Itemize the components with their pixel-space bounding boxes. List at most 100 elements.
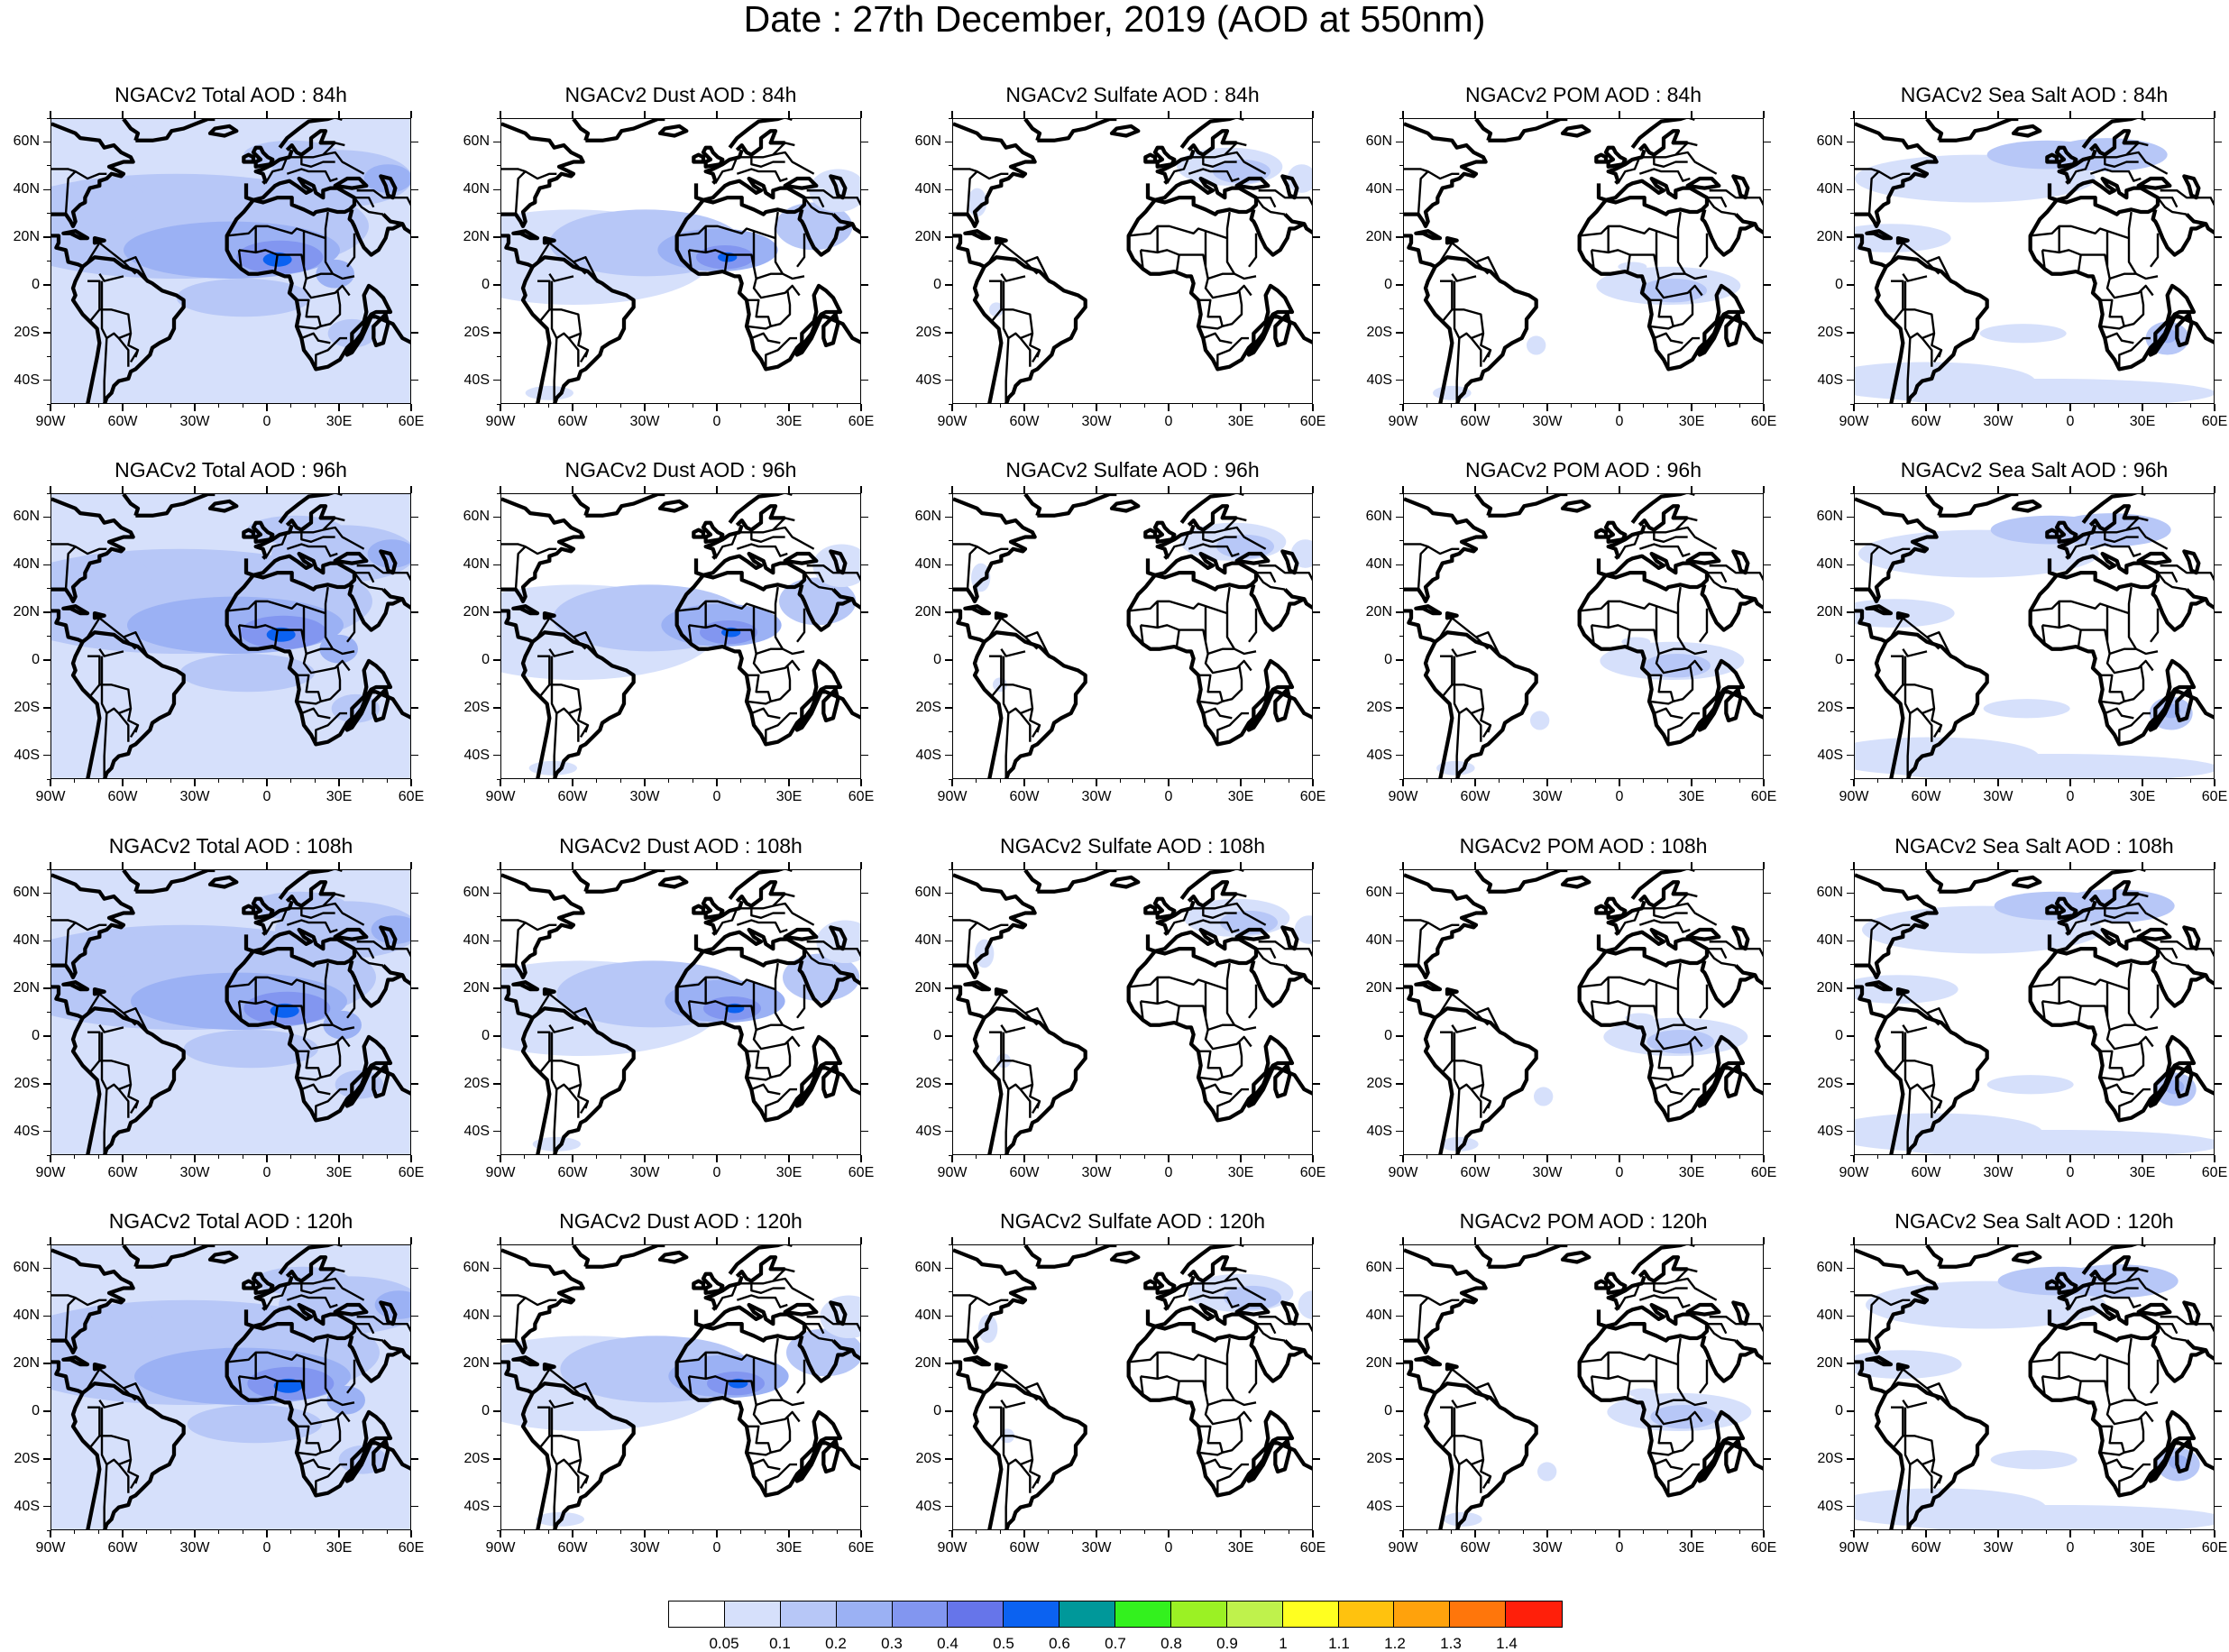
x-tick <box>1546 1155 1548 1162</box>
aod-contour <box>1885 1129 2214 1154</box>
x-tick <box>1619 404 1620 411</box>
x-minor-tick <box>1071 404 1073 408</box>
colorbar-label: 1.4 <box>1496 1635 1518 1652</box>
x-minor-tick <box>386 404 388 408</box>
x-minor-tick <box>1120 1155 1122 1159</box>
x-tick <box>2142 1237 2143 1244</box>
y-tick-label: 0 <box>933 276 941 292</box>
aod-contour <box>55 554 151 601</box>
y-minor-tick <box>47 778 50 780</box>
x-tick <box>1925 862 1927 869</box>
map-panel: NGACv2 Sulfate AOD : 108h 60N 40N 20N 0 20S 40… <box>915 835 1326 1180</box>
x-tick <box>1853 779 1855 786</box>
x-tick <box>122 486 124 493</box>
x-tick-label: 60E <box>398 789 425 804</box>
y-minor-tick <box>47 1291 50 1293</box>
y-tick <box>1764 611 1771 613</box>
y-tick <box>1847 332 1854 334</box>
x-tick <box>644 1237 646 1244</box>
x-tick <box>1474 486 1476 493</box>
y-tick <box>1847 940 1854 941</box>
y-tick-label: 0 <box>1835 276 1843 292</box>
y-tick <box>945 1458 952 1460</box>
y-tick <box>1847 1410 1854 1412</box>
x-tick <box>2214 862 2215 869</box>
x-minor-tick <box>836 1155 838 1159</box>
x-tick-label: 60W <box>1009 1540 1040 1556</box>
aod-contour <box>1650 1404 1718 1429</box>
x-tick-label: 30W <box>179 1540 210 1556</box>
panel-title: NGACv2 Sulfate AOD : 96h <box>1005 458 1260 482</box>
panel-title: NGACv2 POM AOD : 96h <box>1464 458 1702 482</box>
y-tick-label: 20S <box>1366 1075 1392 1091</box>
panel-title: NGACv2 Sea Salt AOD : 120h <box>1894 1209 2174 1233</box>
x-tick <box>122 862 124 869</box>
y-minor-tick <box>949 1434 952 1436</box>
x-tick <box>1691 404 1692 411</box>
colorbar-label: 0.4 <box>937 1635 959 1652</box>
x-tick <box>1312 111 1314 118</box>
colorbar-label: 0.2 <box>825 1635 847 1652</box>
aod-contour <box>323 1010 362 1040</box>
y-minor-tick <box>497 1339 500 1341</box>
x-tick-label: 60W <box>1460 1540 1491 1556</box>
y-tick <box>945 892 952 895</box>
y-tick-label: 60N <box>463 509 490 525</box>
x-tick-label: 90W <box>1388 789 1418 804</box>
x-tick-label: 90W <box>937 789 968 804</box>
y-tick-label: 20S <box>463 324 490 340</box>
aod-contour <box>1979 324 2067 344</box>
y-tick <box>1313 516 1320 519</box>
y-tick-label: 40S <box>463 747 490 763</box>
y-tick <box>1847 516 1854 519</box>
x-minor-tick <box>1949 1530 1951 1534</box>
y-tick <box>1396 379 1403 381</box>
y-minor-tick <box>1850 1529 1854 1531</box>
x-tick <box>860 486 862 493</box>
x-tick-label: 30W <box>1983 414 2013 429</box>
y-tick <box>2215 892 2222 895</box>
panel-title: NGACv2 Dust AOD : 120h <box>559 1209 803 1233</box>
x-tick <box>2069 779 2071 786</box>
panel-title: NGACv2 Total AOD : 120h <box>108 1209 353 1233</box>
y-tick-label: 0 <box>32 1402 40 1418</box>
map-panel: NGACv2 Total AOD : 120h 60N 40N 20N 0 20S 40S 9… <box>14 1210 425 1556</box>
x-tick-label: 30W <box>1983 1165 2013 1180</box>
map-canvas <box>1404 494 1764 779</box>
x-tick <box>860 1155 862 1162</box>
x-tick <box>2142 486 2143 493</box>
x-tick <box>2069 1237 2071 1244</box>
y-tick <box>493 754 500 757</box>
x-tick-label: 0 <box>1164 789 1173 804</box>
y-tick <box>945 564 952 565</box>
y-tick-label: 0 <box>933 651 941 667</box>
aod-contour <box>1294 915 1312 944</box>
x-tick <box>266 779 268 786</box>
x-minor-tick <box>146 1155 148 1159</box>
coastline <box>1404 1245 1764 1530</box>
x-tick-label: 30E <box>326 414 353 429</box>
y-minor-tick <box>47 1106 50 1108</box>
y-tick-label: 40N <box>463 181 490 197</box>
y-tick <box>2215 1315 2222 1317</box>
x-tick-label: 60W <box>107 1540 138 1556</box>
y-tick <box>1764 1410 1771 1412</box>
x-tick <box>2069 1530 2071 1537</box>
x-tick <box>1763 862 1765 869</box>
x-minor-tick <box>1450 779 1452 783</box>
x-minor-tick <box>1594 404 1596 408</box>
y-tick <box>1396 892 1403 895</box>
y-minor-tick <box>949 964 952 966</box>
x-minor-tick <box>668 404 670 408</box>
y-tick-label: 60N <box>1365 133 1392 150</box>
x-minor-tick <box>1715 404 1717 408</box>
aod-contour <box>326 1385 365 1415</box>
x-tick-label: 0 <box>1164 414 1173 429</box>
x-tick <box>410 111 412 118</box>
y-tick <box>861 188 868 190</box>
y-tick <box>493 1315 500 1317</box>
y-tick <box>945 141 952 143</box>
y-minor-tick <box>1399 964 1403 966</box>
x-tick <box>2069 1155 2071 1162</box>
y-tick <box>861 1130 868 1133</box>
